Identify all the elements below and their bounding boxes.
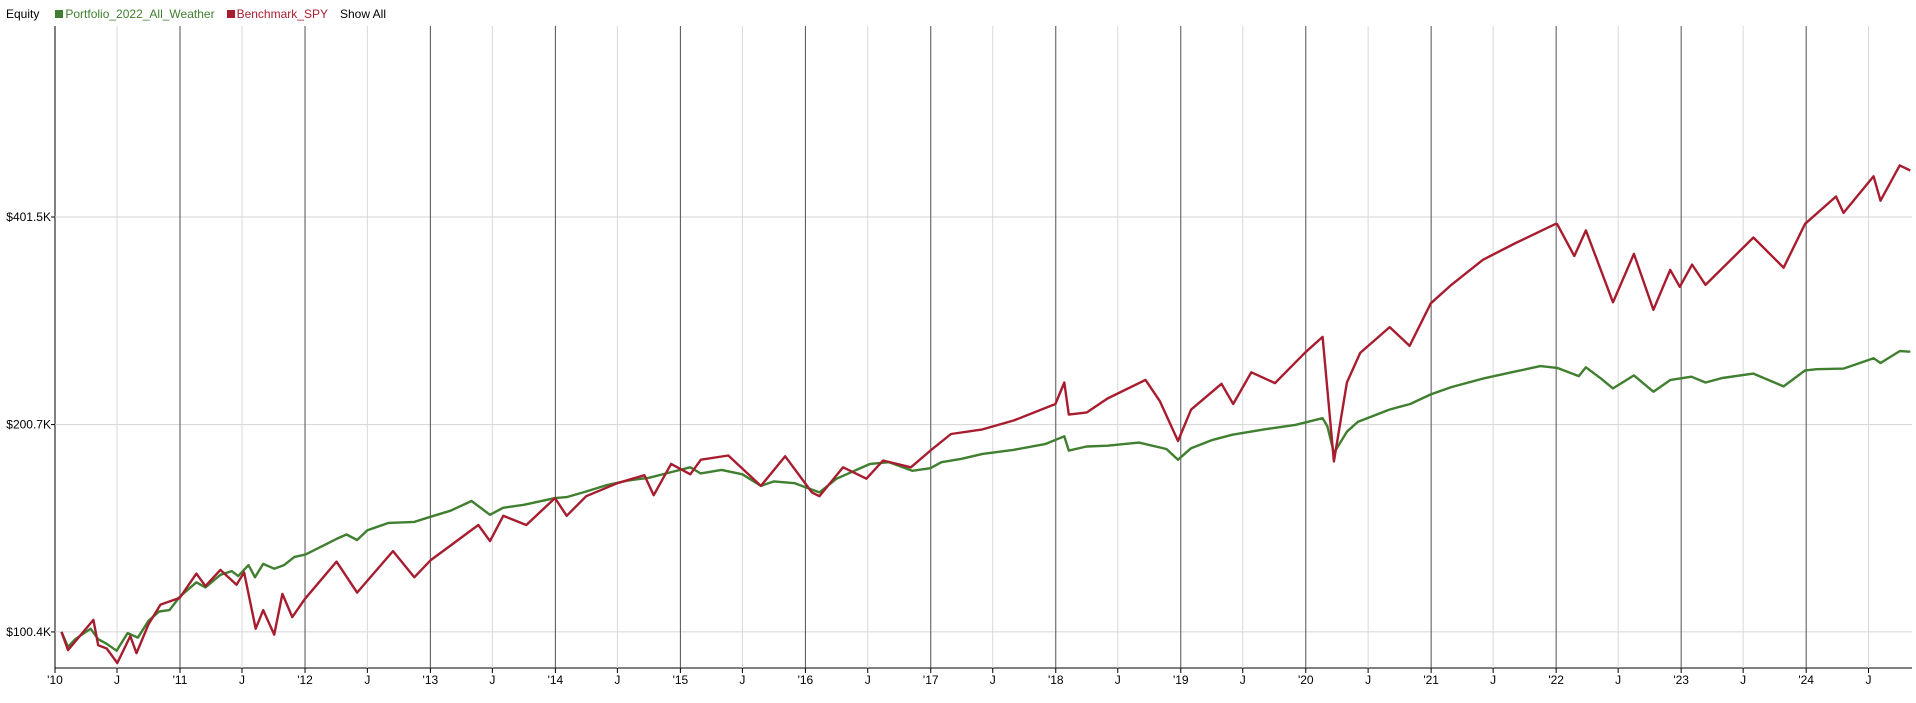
x-tick-label: J [1490,673,1496,687]
x-tick-label: J [614,673,620,687]
x-tick-label: J [990,673,996,687]
x-tick-label: '19 [1173,673,1189,687]
legend-swatch-benchmark [226,10,235,18]
x-tick-label: J [1740,673,1746,687]
x-tick-label: J [865,673,871,687]
y-tick-label: $100.4K [6,625,51,639]
y-tick-label: $401.5K [6,210,51,224]
x-tick-label: '13 [423,673,439,687]
x-tick-label: J [1115,673,1121,687]
x-tick-label: J [739,673,745,687]
x-tick-label: '18 [1048,673,1064,687]
legend-label-portfolio: Portfolio_2022_All_Weather [65,7,215,21]
x-tick-label: J [1866,673,1872,687]
y-tick-label: $200.7K [6,418,51,432]
x-tick-label: '16 [798,673,814,687]
x-tick-label: J [489,673,495,687]
x-tick-label: '24 [1798,673,1814,687]
legend-item-benchmark[interactable]: Benchmark_SPY [226,7,328,21]
x-tick-label: '14 [548,673,564,687]
chart-title: Equity [6,7,40,21]
portfolio-series-line [60,349,1911,652]
x-tick-label: '17 [923,673,939,687]
legend-label-benchmark: Benchmark_SPY [236,7,328,21]
x-tick-label: J [114,673,120,687]
x-tick-label: '12 [297,673,313,687]
show-all-button[interactable]: Show All [339,7,386,21]
x-tick-label: J [1615,673,1621,687]
chart-legend: Equity Portfolio_2022_All_Weather Benchm… [6,6,386,22]
x-tick-label: '22 [1548,673,1564,687]
x-tick-label: '10 [47,673,63,687]
legend-swatch-portfolio [55,10,64,18]
x-tick-label: '11 [173,673,188,687]
x-tick-label: J [1365,673,1371,687]
x-tick-label: '15 [673,673,689,687]
x-tick-label: J [1240,673,1246,687]
x-tick-label: '23 [1673,673,1689,687]
x-tick-label: '21 [1423,673,1439,687]
x-tick-label: J [239,673,245,687]
legend-item-portfolio[interactable]: Portfolio_2022_All_Weather [55,7,215,21]
x-tick-label: '20 [1298,673,1314,687]
x-tick-label: J [364,673,370,687]
benchmark-series-line [60,164,1911,665]
